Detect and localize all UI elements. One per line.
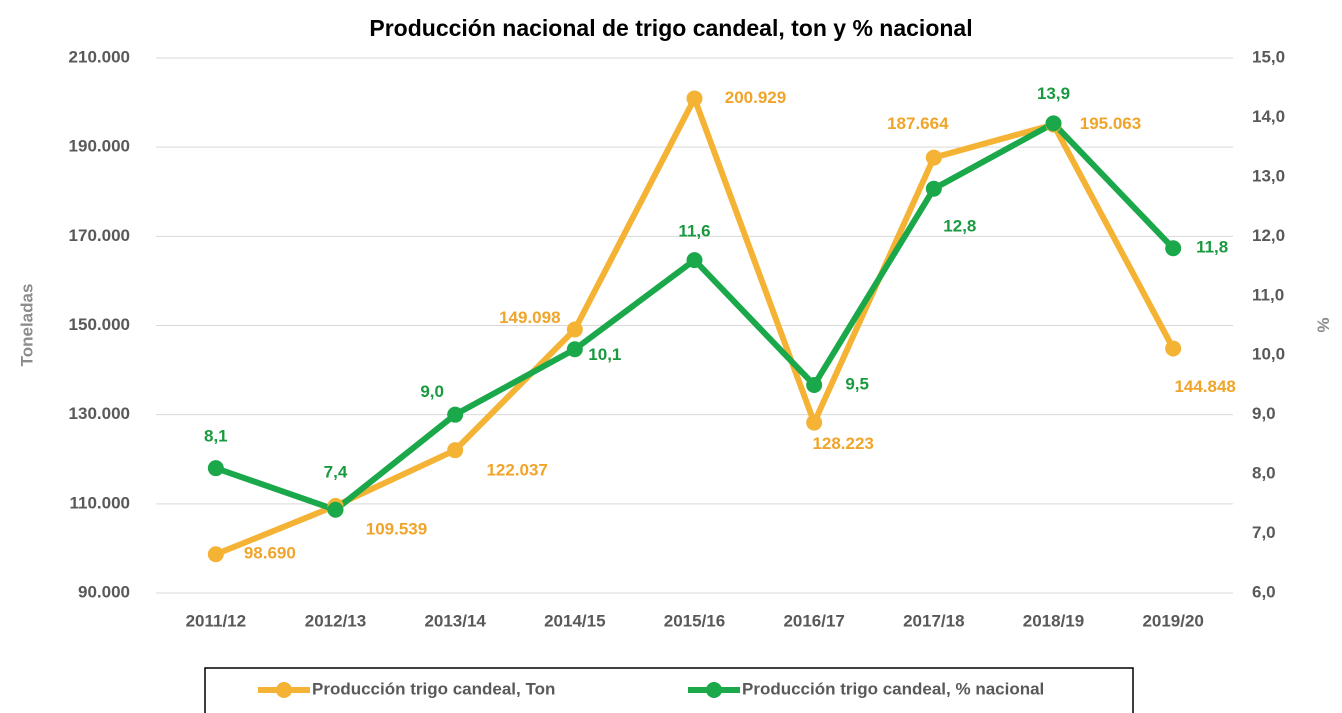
data-label: 98.690 [244, 544, 296, 563]
y2-tick-label: 8,0 [1252, 464, 1276, 483]
data-label: 9,0 [420, 382, 444, 401]
point [806, 414, 823, 431]
data-label: 200.929 [725, 88, 786, 107]
point [327, 501, 344, 518]
data-label: 149.098 [499, 308, 560, 327]
y-tick-label: 170.000 [69, 226, 130, 245]
y2-tick-label: 11,0 [1252, 285, 1284, 304]
point [566, 341, 583, 358]
point [1165, 240, 1182, 257]
data-label: 9,5 [845, 374, 869, 393]
point [207, 460, 224, 477]
point [686, 252, 703, 269]
data-label: 7,4 [324, 462, 348, 481]
y2-tick-label: 13,0 [1252, 166, 1285, 185]
data-label: 144.848 [1174, 377, 1235, 396]
x-tick-label: 2013/14 [424, 611, 486, 630]
data-label: 10,1 [588, 345, 621, 364]
data-label: 128.223 [812, 434, 873, 453]
point [806, 376, 823, 393]
y2-tick-label: 10,0 [1252, 345, 1285, 364]
data-label: 13,9 [1037, 84, 1070, 103]
y2-tick-label: 12,0 [1252, 226, 1285, 245]
point [447, 442, 464, 459]
point [1045, 115, 1062, 132]
data-label: 8,1 [204, 427, 228, 446]
y-tick-label: 150.000 [69, 315, 130, 334]
chart-title: Producción nacional de trigo candeal, to… [369, 15, 972, 41]
y-axis-label: Toneladas [17, 284, 36, 367]
data-label: 11,8 [1196, 238, 1228, 257]
x-tick-label: 2015/16 [664, 611, 725, 630]
data-label: 109.539 [366, 519, 427, 538]
y2-tick-label: 7,0 [1252, 523, 1276, 542]
data-label: 187.664 [887, 114, 949, 133]
point [925, 180, 942, 197]
data-label: 12,8 [943, 216, 976, 235]
point [1165, 340, 1182, 357]
data-label: 122.037 [486, 461, 547, 480]
x-tick-label: 2011/12 [186, 611, 247, 630]
x-tick-label: 2019/20 [1142, 611, 1203, 630]
data-label: 195.063 [1080, 114, 1141, 133]
y-tick-label: 110.000 [69, 493, 130, 512]
point [686, 90, 703, 107]
series-line [214, 119, 1176, 514]
point [207, 546, 224, 563]
series-line [214, 91, 1176, 558]
point [566, 321, 583, 338]
y2-axis-label: % [1314, 317, 1333, 332]
legend-label: Producción trigo candeal, Ton [312, 679, 555, 698]
y2-tick-label: 9,0 [1252, 404, 1276, 423]
y-tick-label: 90.000 [78, 582, 130, 601]
legend-marker [706, 682, 722, 698]
x-tick-label: 2017/18 [903, 611, 964, 630]
y-tick-label: 210.000 [69, 47, 130, 66]
point [925, 149, 942, 166]
y-tick-label: 130.000 [69, 404, 130, 423]
x-tick-label: 2018/19 [1023, 611, 1084, 630]
x-tick-label: 2012/13 [305, 611, 366, 630]
y2-tick-label: 14,0 [1252, 107, 1285, 126]
legend-box [204, 667, 1134, 713]
data-label: 11,6 [678, 222, 710, 241]
legend-label: Producción trigo candeal, % nacional [742, 679, 1044, 698]
x-tick-label: 2016/17 [783, 611, 844, 630]
y2-tick-label: 15,0 [1252, 47, 1285, 66]
y2-tick-label: 6,0 [1252, 582, 1276, 601]
point [447, 406, 464, 423]
x-tick-label: 2014/15 [544, 611, 605, 630]
y-tick-label: 190.000 [69, 137, 130, 156]
legend-marker [276, 682, 292, 698]
